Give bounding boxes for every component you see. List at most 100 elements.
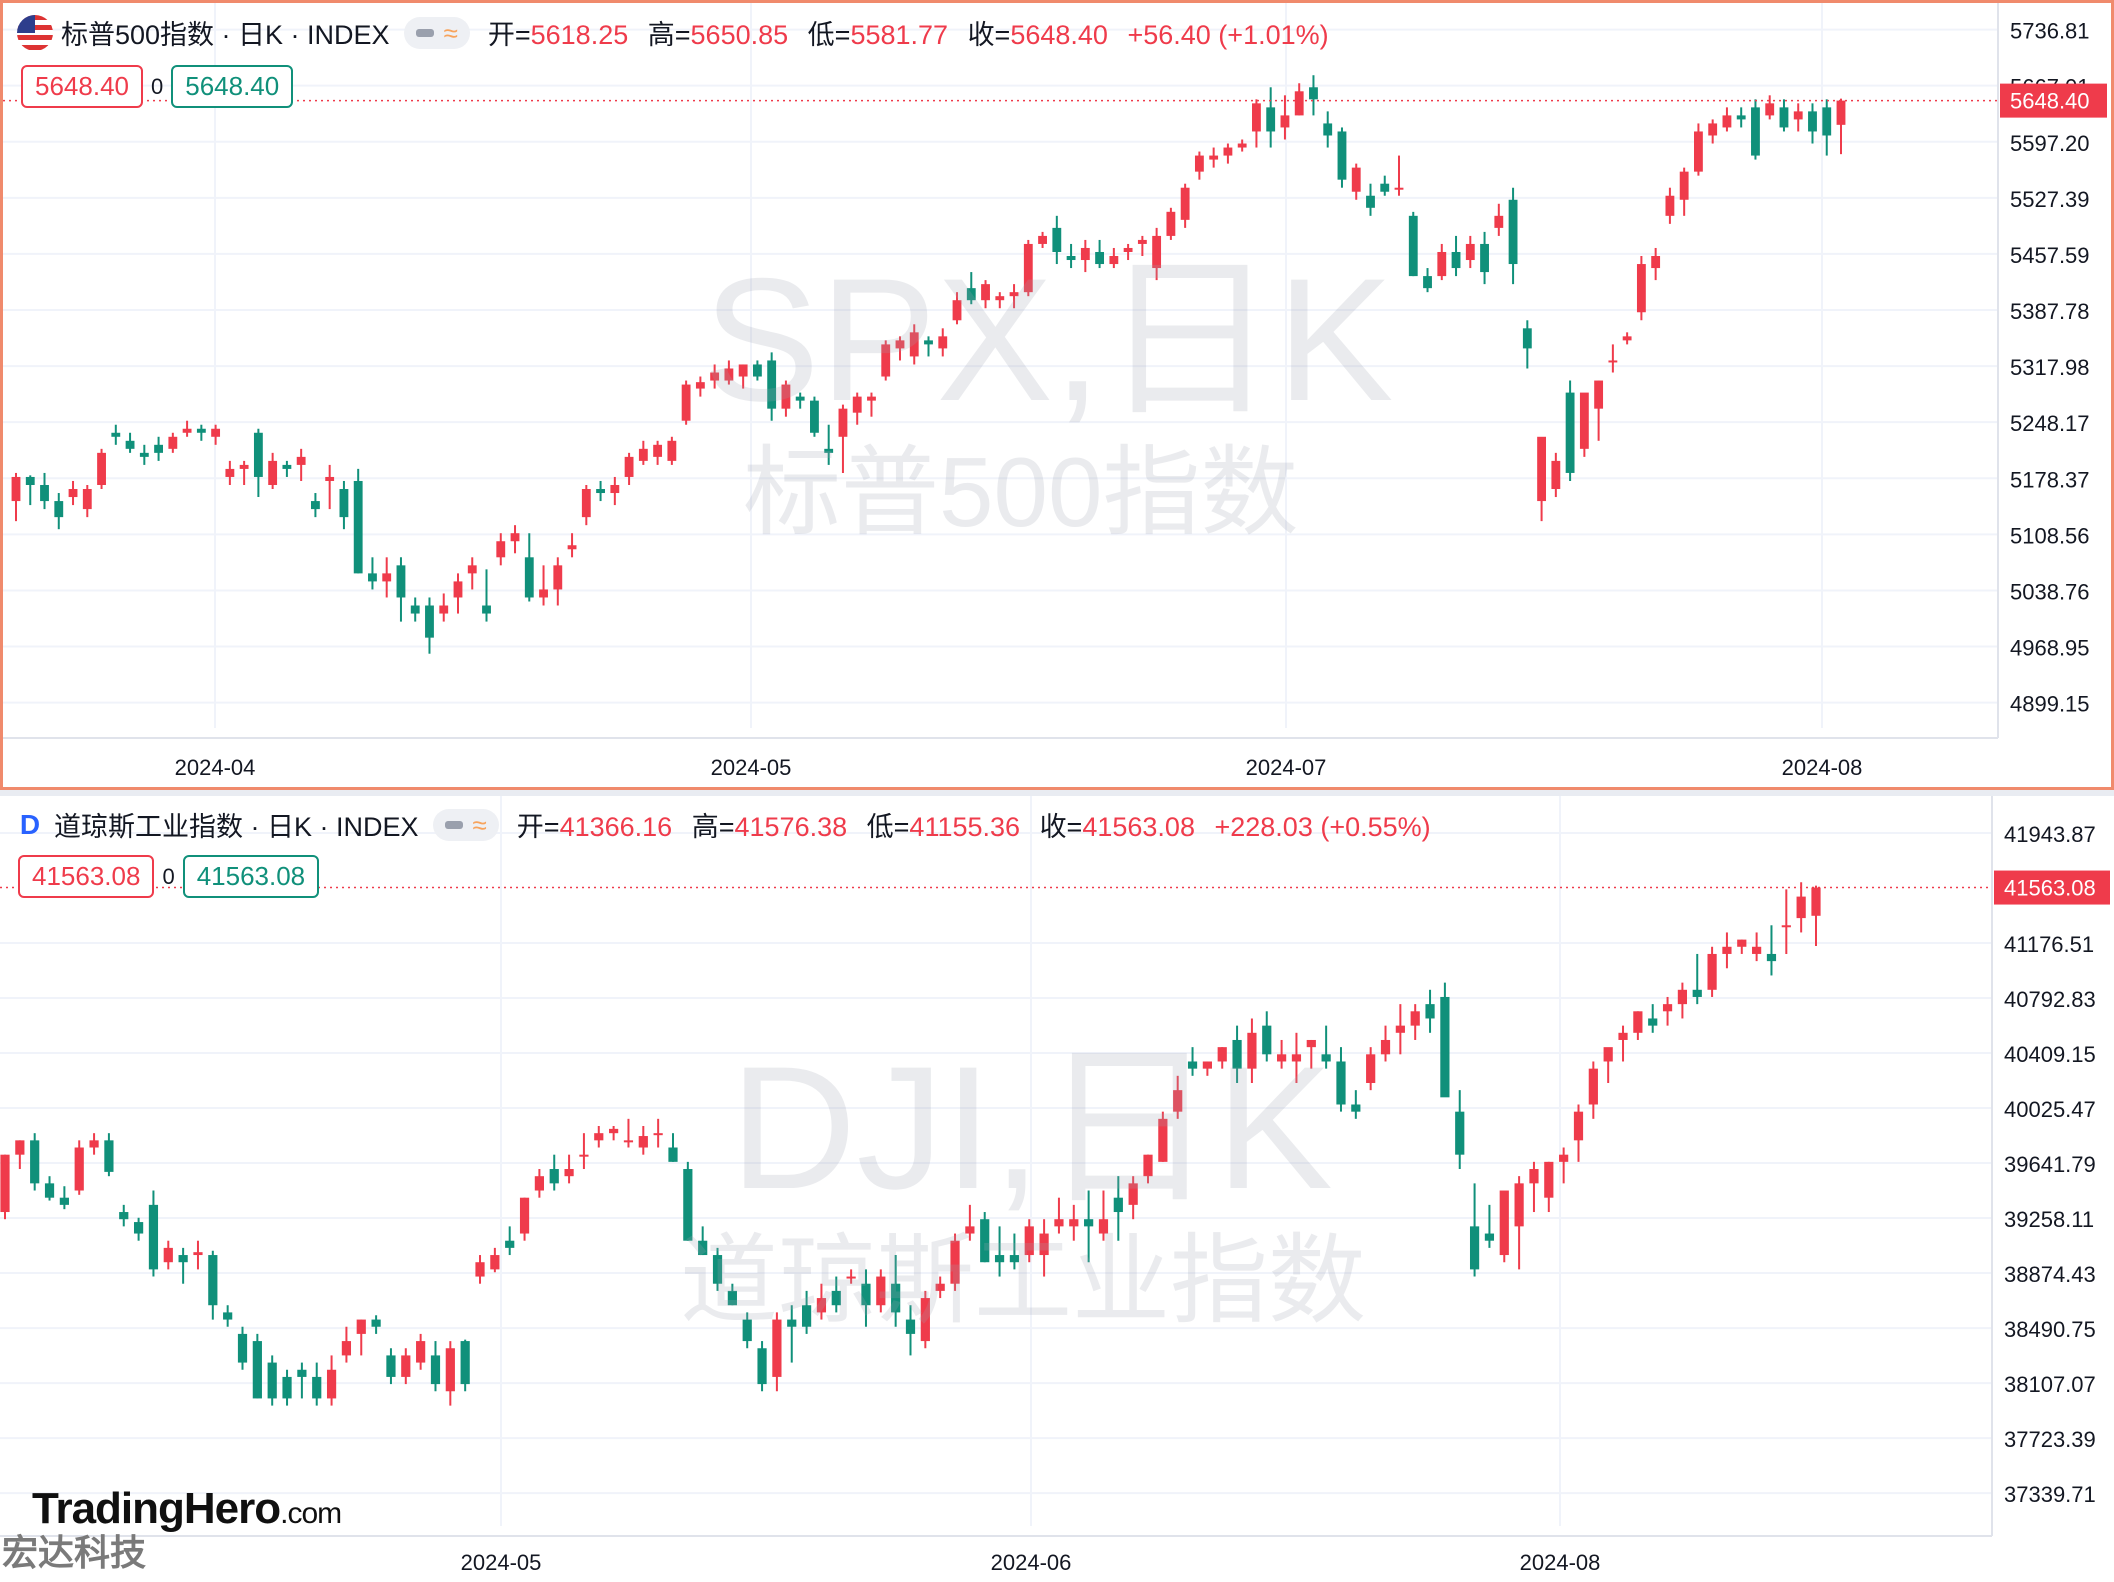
y-tick-label: 5457.59	[2010, 243, 2090, 268]
candle-body	[11, 476, 21, 502]
candle	[610, 476, 620, 506]
candle-body	[326, 1369, 337, 1399]
low-value: 41155.36	[909, 812, 1021, 842]
candle	[752, 360, 762, 381]
candle	[82, 484, 92, 518]
candle-body	[638, 1136, 648, 1148]
candle	[1080, 239, 1090, 273]
candle	[623, 1118, 634, 1148]
buy-price-button[interactable]: 41563.08	[182, 855, 320, 898]
sell-price-button[interactable]: 41563.08	[18, 855, 155, 898]
hide-icon[interactable]	[444, 820, 463, 829]
candle	[1023, 239, 1033, 297]
candle	[267, 1355, 277, 1406]
pane-separator[interactable]	[0, 790, 2114, 796]
dji-chart-pane[interactable]: 41943.87 41176.51 40792.83 40409.15 40025.47…	[0, 796, 2114, 1582]
candle-body	[496, 541, 506, 558]
candle-body	[196, 428, 206, 433]
candle	[1752, 932, 1762, 962]
candle	[1766, 925, 1777, 976]
candle-body	[1291, 1054, 1302, 1062]
dji-candlestick-chart[interactable]: 41943.87 41176.51 40792.83 40409.15 40025.47…	[0, 796, 2114, 1582]
candle	[938, 328, 948, 357]
candle	[310, 493, 320, 518]
candle	[1410, 1004, 1420, 1040]
candle-body	[148, 1204, 159, 1270]
candle-body	[1366, 1054, 1376, 1083]
candle-body	[1306, 1039, 1316, 1048]
buy-price-button[interactable]: 5648.40	[171, 65, 294, 108]
candle	[325, 464, 335, 510]
candle	[268, 452, 278, 490]
candle-body	[767, 360, 777, 409]
candle	[1451, 235, 1461, 277]
candle-body	[1084, 1219, 1094, 1227]
candle-body	[1109, 256, 1119, 265]
spx-candlestick-chart[interactable]: 5736.815667.015597.205527.395457.595387.…	[3, 3, 2111, 787]
candle-body	[339, 489, 349, 518]
low-value: 5581.77	[850, 20, 949, 50]
candle	[1039, 1219, 1049, 1277]
sell-price-button[interactable]: 5648.40	[21, 65, 143, 108]
candle-body	[89, 1140, 99, 1148]
candle	[439, 593, 449, 622]
legend-controls[interactable]: ≈	[403, 16, 470, 49]
candle	[1232, 1025, 1242, 1083]
candle-body	[1280, 115, 1290, 128]
candle	[1544, 1161, 1554, 1213]
candle	[1323, 111, 1333, 148]
candle-body	[1294, 91, 1304, 116]
candle-body	[653, 444, 663, 457]
candle	[952, 292, 962, 325]
spx-trade-row: 5648.40 0 5648.40	[21, 65, 294, 108]
candle-body	[772, 1319, 782, 1377]
candle-body	[0, 1154, 10, 1213]
candle	[223, 1305, 233, 1327]
candle	[1366, 1047, 1376, 1091]
open-value: 41366.16	[559, 812, 673, 842]
candle	[1423, 268, 1432, 293]
candle	[1722, 107, 1732, 132]
spx-chart-pane[interactable]: 5736.815667.015597.205527.395457.595387.…	[0, 0, 2114, 790]
candle-body	[1480, 243, 1489, 273]
symbol-watermark: SPX,日K	[703, 243, 1394, 438]
candle	[356, 1319, 366, 1356]
candle-body	[1052, 227, 1062, 252]
candle-body	[1066, 256, 1076, 261]
spx-title[interactable]: 标普500指数 · 日K · INDEX	[61, 20, 390, 50]
candle	[1514, 1176, 1524, 1270]
candle	[490, 1247, 500, 1273]
candle	[239, 460, 249, 485]
candle-body	[1766, 953, 1777, 962]
candle	[1280, 95, 1290, 140]
candle	[297, 1362, 307, 1399]
candle-body	[1217, 1047, 1227, 1062]
candle	[74, 1140, 84, 1195]
dji-title[interactable]: 道琼斯工业指数 · 日K · INDEX	[54, 812, 419, 842]
settings-wave-icon[interactable]: ≈	[443, 17, 458, 48]
candle-body	[1603, 1047, 1613, 1062]
candle	[1565, 380, 1575, 481]
candle	[196, 424, 206, 441]
candle-body	[1662, 1004, 1673, 1012]
candle	[1551, 452, 1561, 498]
settings-wave-icon[interactable]: ≈	[472, 809, 487, 840]
candle-body	[1408, 215, 1418, 277]
candle	[876, 1269, 886, 1313]
hide-icon[interactable]	[415, 28, 434, 37]
candle-body	[1451, 251, 1461, 269]
candle	[831, 1276, 841, 1313]
candle	[1677, 982, 1688, 1019]
candle-body	[1009, 1255, 1020, 1263]
candle-body	[1247, 1032, 1257, 1069]
candle	[950, 1233, 960, 1291]
candle-body	[1395, 1025, 1405, 1033]
legend-controls[interactable]: ≈	[432, 808, 499, 841]
candle-body	[368, 573, 377, 582]
candle-body	[935, 1283, 945, 1291]
candle	[1608, 344, 1618, 373]
candle-body	[579, 1154, 589, 1157]
candle-body	[816, 1298, 827, 1313]
candle	[668, 1133, 678, 1162]
candle-body	[425, 605, 434, 638]
